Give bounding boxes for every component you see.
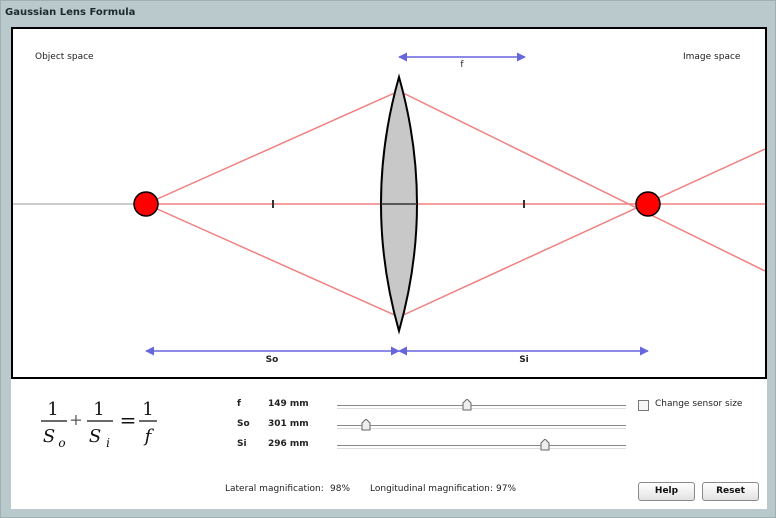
change-sensor-label: Change sensor size <box>655 399 743 409</box>
si-slider-thumb[interactable] <box>540 439 550 451</box>
param-value-f: 149 mm <box>268 399 309 409</box>
param-value-si: 296 mm <box>268 439 309 449</box>
si-slider[interactable] <box>337 439 626 453</box>
param-name-si: Si <box>237 439 247 449</box>
param-value-so: 301 mm <box>268 419 309 429</box>
so-slider[interactable] <box>337 419 626 433</box>
ray-lower-object <box>145 203 400 318</box>
optics-stage: Object space Image space f So Si <box>11 27 767 379</box>
image-point <box>635 191 661 217</box>
object-space-label: Object space <box>35 52 94 62</box>
ray-upper-image <box>398 90 765 272</box>
so-arrow-label: So <box>266 355 279 365</box>
optics-diagram: Object space Image space f So Si <box>13 52 765 365</box>
formula-so-sub: o <box>58 436 65 450</box>
f-slider-track <box>337 405 626 409</box>
longitudinal-magnification-value: 97% <box>496 484 517 494</box>
formula-so-sym: S <box>43 426 55 447</box>
change-sensor-checkbox[interactable] <box>638 400 649 411</box>
object-point <box>133 191 159 217</box>
gaussian-formula: 1 S o + 1 S i = 1 f <box>41 399 157 450</box>
formula-num-2: 1 <box>93 399 104 420</box>
param-name-so: So <box>237 419 250 429</box>
longitudinal-magnification-label: Longitudinal magnification: <box>370 484 493 494</box>
ray-lower-image <box>398 148 765 318</box>
f-slider[interactable] <box>337 399 626 413</box>
si-slider-track <box>337 445 626 449</box>
ray-upper-object <box>145 90 400 205</box>
window-title: Gaussian Lens Formula <box>5 7 136 18</box>
reset-button[interactable]: Reset <box>702 482 759 501</box>
so-slider-track <box>337 425 626 429</box>
formula-si-sub: i <box>106 436 110 450</box>
formula-si-sym: S <box>89 426 101 447</box>
lateral-magnification-label: Lateral magnification: <box>225 484 324 494</box>
formula-num-3: 1 <box>142 399 153 420</box>
formula-equals: = <box>120 408 137 432</box>
param-name-f: f <box>237 399 241 409</box>
lateral-magnification-value: 98% <box>330 484 351 494</box>
formula-plus: + <box>69 410 82 429</box>
f-slider-thumb[interactable] <box>462 399 472 411</box>
si-arrow-label: Si <box>519 355 529 365</box>
f-arrow-label: f <box>460 60 464 70</box>
formula-num-1: 1 <box>47 399 58 420</box>
help-button[interactable]: Help <box>638 482 695 501</box>
so-slider-thumb[interactable] <box>361 419 371 431</box>
formula-f-sym: f <box>143 426 155 447</box>
image-space-label: Image space <box>683 52 741 62</box>
